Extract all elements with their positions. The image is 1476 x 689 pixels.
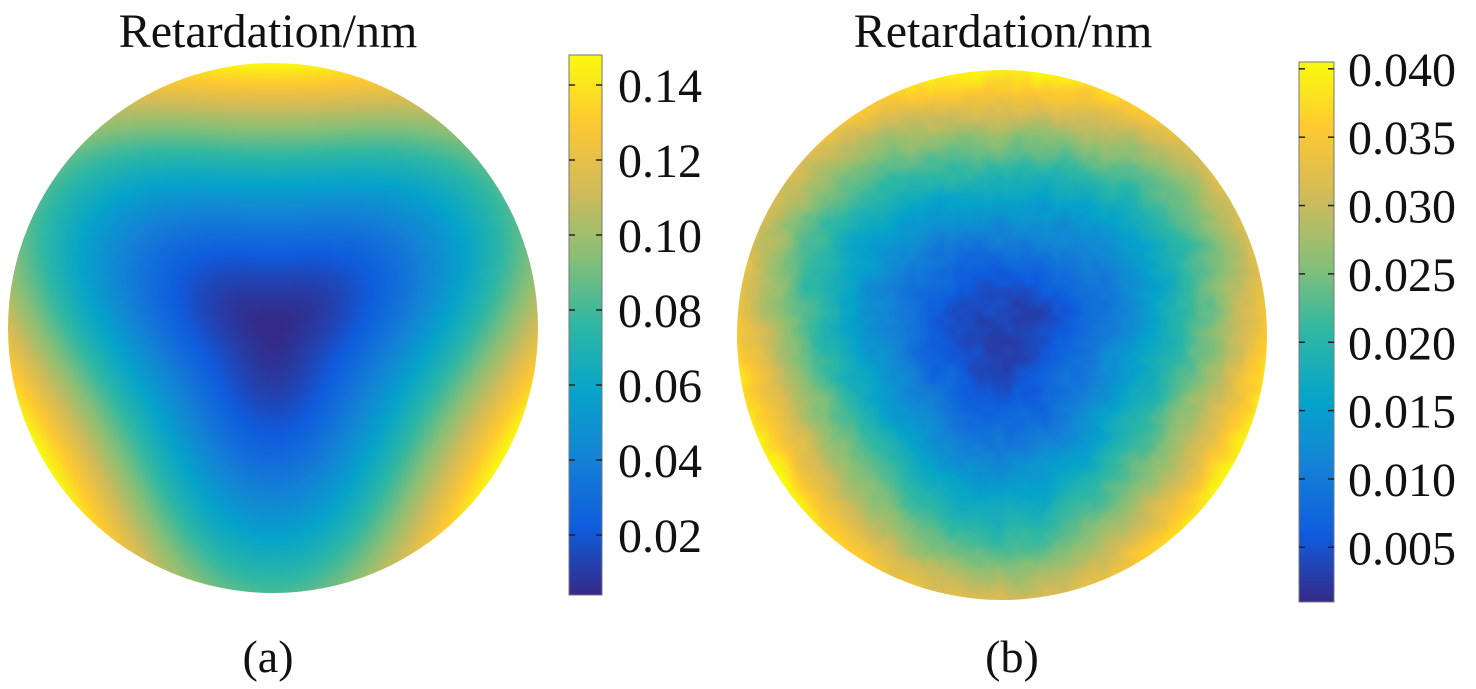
colorbar-tick-label: 0.005 [1348, 522, 1456, 575]
colorbar-tick-label: 0.02 [618, 510, 702, 563]
panel-b: Retardation/nm 0.005 0.010 0.015 0.020 0.025… [737, 5, 1456, 682]
colorbar-tick-label: 0.040 [1348, 44, 1456, 97]
panel-a-title: Retardation/nm [119, 5, 418, 58]
colorbar-tick-label: 0.14 [618, 60, 702, 113]
panel-a-heatmap [8, 63, 538, 593]
panel-a-colorbar-bar [568, 54, 603, 596]
colorbar-tick-label: 0.025 [1348, 249, 1456, 302]
panel-b-map [737, 70, 1267, 600]
panel-b-caption: (b) [985, 631, 1039, 682]
panel-b-colorbar-ticks: 0.005 0.010 0.015 0.020 0.025 0.030 0.035 0.040 [1299, 44, 1456, 575]
colorbar-tick-label: 0.10 [618, 210, 702, 263]
panel-a-colorbar-ticks: 0.02 0.04 0.06 0.08 0.10 0.12 0.14 [569, 60, 702, 563]
colorbar-tick-label: 0.06 [618, 360, 702, 413]
panel-a-colorbar: 0.02 0.04 0.06 0.08 0.10 0.12 0.14 [568, 54, 702, 596]
panel-b-colorbar-bar [1298, 61, 1335, 603]
colorbar-tick-label: 0.020 [1348, 317, 1456, 370]
panel-a: Retardation/nm 0.020.040.060.080.100.120… [8, 5, 702, 682]
panel-a-map [8, 63, 538, 593]
colorbar-tick-label: 0.08 [618, 285, 702, 338]
colorbar-tick-label: 0.015 [1348, 386, 1456, 439]
colorbar-tick-label: 0.035 [1348, 112, 1456, 165]
panel-b-heatmap [737, 70, 1267, 600]
colorbar-tick-label: 0.04 [618, 435, 702, 488]
panel-b-title: Retardation/nm [854, 5, 1153, 58]
panel-b-colorbar: 0.005 0.010 0.015 0.020 0.025 0.030 0.035 0.040 [1298, 44, 1456, 603]
colorbar-tick-label: 0.12 [618, 135, 702, 188]
panel-a-caption: (a) [242, 631, 293, 682]
colorbar-tick-label: 0.010 [1348, 454, 1456, 507]
colorbar-tick-label: 0.030 [1348, 181, 1456, 234]
